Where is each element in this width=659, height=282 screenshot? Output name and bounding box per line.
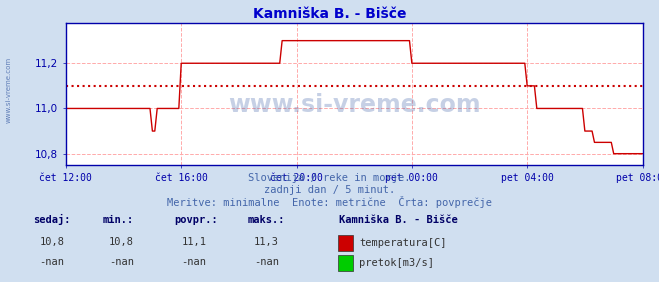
Text: Kamniška B. - Bišče: Kamniška B. - Bišče bbox=[253, 7, 406, 21]
Text: www.si-vreme.com: www.si-vreme.com bbox=[228, 93, 480, 117]
Text: povpr.:: povpr.: bbox=[175, 215, 218, 225]
Text: Meritve: minimalne  Enote: metrične  Črta: povprečje: Meritve: minimalne Enote: metrične Črta:… bbox=[167, 196, 492, 208]
Text: -nan: -nan bbox=[109, 257, 134, 267]
Text: sedaj:: sedaj: bbox=[33, 214, 71, 225]
Text: Kamniška B. - Bišče: Kamniška B. - Bišče bbox=[339, 215, 458, 225]
Text: 11,3: 11,3 bbox=[254, 237, 279, 247]
Text: zadnji dan / 5 minut.: zadnji dan / 5 minut. bbox=[264, 185, 395, 195]
Text: Slovenija / reke in morje.: Slovenija / reke in morje. bbox=[248, 173, 411, 183]
Text: -nan: -nan bbox=[40, 257, 65, 267]
Text: -nan: -nan bbox=[254, 257, 279, 267]
Text: 10,8: 10,8 bbox=[109, 237, 134, 247]
Text: temperatura[C]: temperatura[C] bbox=[359, 238, 447, 248]
Text: -nan: -nan bbox=[181, 257, 206, 267]
Text: min.:: min.: bbox=[102, 215, 133, 225]
Text: www.si-vreme.com: www.si-vreme.com bbox=[5, 57, 11, 123]
Text: 10,8: 10,8 bbox=[40, 237, 65, 247]
Text: pretok[m3/s]: pretok[m3/s] bbox=[359, 258, 434, 268]
Text: 11,1: 11,1 bbox=[181, 237, 206, 247]
Text: maks.:: maks.: bbox=[247, 215, 285, 225]
